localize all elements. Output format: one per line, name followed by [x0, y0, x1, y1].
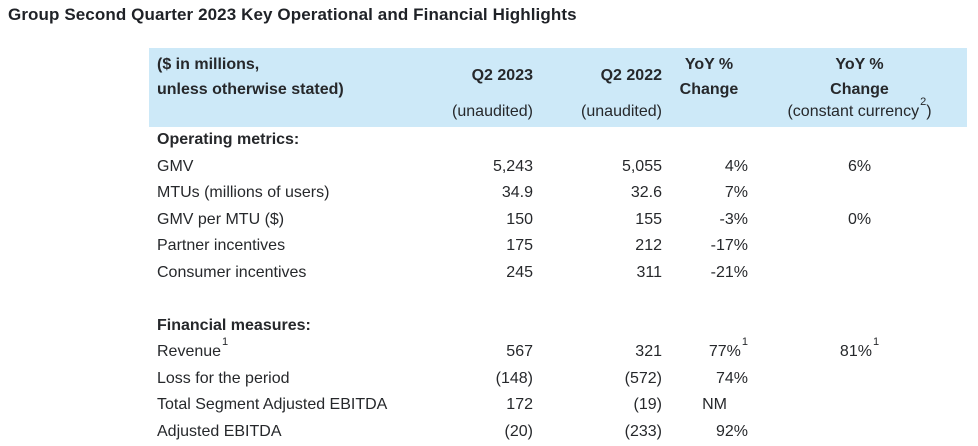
cell-yoy-change: -3% — [719, 210, 748, 228]
cell-yoy-change: NM — [702, 396, 727, 413]
cell-yoy-change-cc: 6% — [847, 157, 872, 175]
header-yoy-column: YoY % Change — [666, 48, 752, 127]
cell-q2-2023: (20) — [504, 422, 533, 440]
header-q2-2023-title: Q2 2023 — [471, 67, 533, 84]
cell-q2-2022: (233) — [624, 422, 662, 440]
cell-q2-2023: 172 — [506, 396, 533, 413]
header-q2-2023-column: Q2 2023 (unaudited) — [433, 48, 537, 127]
cell-yoy-change: 92% — [715, 422, 748, 440]
cell-q2-2023: 567 — [506, 343, 533, 360]
cell-q2-2023: 150 — [506, 210, 533, 228]
cell-q2-2023: 5,243 — [492, 157, 533, 175]
cell-q2-2022: 155 — [635, 210, 662, 228]
page-title: Group Second Quarter 2023 Key Operationa… — [8, 5, 577, 24]
header-yoy-cc-line2: Change — [830, 81, 889, 98]
header-label-column: ($ in millions, unless otherwise stated) — [149, 48, 433, 127]
header-q2-2023-subtitle: (unaudited) — [452, 103, 533, 120]
cell-yoy-change-cc — [752, 419, 967, 446]
cell-q2-2022: (572) — [624, 369, 662, 387]
row-label: Revenue1 — [157, 335, 229, 360]
cell-yoy-change: 7% — [724, 184, 748, 201]
header-q2-2022-title: Q2 2022 — [600, 67, 662, 84]
row-label: Loss for the period — [157, 369, 290, 387]
cell-yoy-change-cc — [752, 392, 967, 419]
cell-yoy-change: -17% — [710, 237, 748, 254]
cell-yoy-change: 77%1 — [708, 335, 748, 360]
row-label: MTUs (millions of users) — [157, 184, 330, 201]
table-header-row: ($ in millions, unless otherwise stated)… — [149, 48, 967, 127]
cell-q2-2022: 5,055 — [621, 157, 662, 175]
cell-q2-2023: 34.9 — [501, 184, 533, 201]
row-label: GMV — [157, 157, 194, 175]
table-row-gmv-per-mtu: GMV per MTU ($) 150 155 -3% 0% — [149, 207, 967, 234]
header-yoy-line1: YoY % — [684, 56, 734, 73]
header-label-line2: unless otherwise stated) — [157, 81, 344, 98]
row-label: Adjusted EBITDA — [157, 422, 282, 440]
cell-q2-2022: (19) — [633, 396, 662, 413]
table-row-financial-measures: Financial measures: — [149, 313, 967, 340]
table-row-partner-incentives: Partner incentives 175 212 -17% — [149, 233, 967, 260]
row-label: Partner incentives — [157, 237, 286, 254]
table-row-mtus: MTUs (millions of users) 34.9 32.6 7% — [149, 180, 967, 207]
cell-q2-2023: 175 — [506, 237, 533, 254]
header-q2-2022-column: Q2 2022 (unaudited) — [537, 48, 666, 127]
header-yoy-cc-line1: YoY % — [835, 56, 884, 73]
row-label: GMV per MTU ($) — [157, 210, 285, 228]
row-label: Operating metrics: — [157, 131, 300, 148]
cell-q2-2022: 212 — [635, 237, 662, 254]
footnote-ref-1: 1 — [741, 335, 748, 348]
header-q2-2022-subtitle: (unaudited) — [581, 103, 662, 120]
cell-yoy-change: -21% — [710, 263, 748, 281]
footnote-ref-1: 1 — [222, 335, 229, 348]
cell-q2-2022: 311 — [636, 263, 662, 281]
cell-q2-2023: (148) — [495, 369, 533, 387]
table-row-total-segment-adjusted-ebitda: Total Segment Adjusted EBITDA 172 (19) N… — [149, 392, 967, 419]
cell-yoy-change-cc: 81%1 — [839, 335, 880, 360]
table-row-gmv: GMV 5,243 5,055 4% 6% — [149, 154, 967, 181]
table-row-spacer — [149, 286, 967, 313]
cell-yoy-change-cc — [752, 180, 967, 207]
table-row-consumer-incentives: Consumer incentives 245 311 -21% — [149, 260, 967, 287]
header-label-line1: ($ in millions, — [157, 56, 260, 73]
cell-yoy-change: 4% — [724, 157, 748, 175]
cell-yoy-change-cc: 0% — [847, 210, 872, 228]
row-label: Financial measures: — [157, 316, 311, 334]
cell-q2-2023: 245 — [506, 263, 533, 281]
footnote-ref-2: 2 — [920, 95, 927, 108]
cell-yoy-change-cc — [752, 233, 967, 260]
cell-q2-2022: 321 — [635, 343, 662, 360]
table-row-revenue: Revenue1 567 321 77%1 81%1 — [149, 335, 967, 366]
footnote-ref-1: 1 — [872, 335, 880, 348]
table-row-loss-for-period: Loss for the period (148) (572) 74% — [149, 366, 967, 393]
cell-q2-2022: 32.6 — [630, 184, 662, 201]
row-label: Total Segment Adjusted EBITDA — [157, 396, 388, 413]
cell-yoy-change-cc — [752, 260, 967, 287]
row-label: Consumer incentives — [157, 263, 307, 281]
table-row-operating-metrics: Operating metrics: — [149, 127, 967, 154]
header-yoy-cc-column: YoY % Change (constant currency2) — [752, 48, 967, 127]
table-row-adjusted-ebitda: Adjusted EBITDA (20) (233) 92% — [149, 419, 967, 446]
header-yoy-cc-subtitle: (constant currency2) — [787, 95, 932, 120]
header-yoy-subtitle — [666, 101, 752, 125]
cell-yoy-change: 74% — [715, 369, 748, 387]
header-yoy-line2: Change — [679, 81, 739, 98]
cell-yoy-change-cc — [752, 366, 967, 393]
financial-highlights-table: ($ in millions, unless otherwise stated)… — [149, 48, 967, 445]
